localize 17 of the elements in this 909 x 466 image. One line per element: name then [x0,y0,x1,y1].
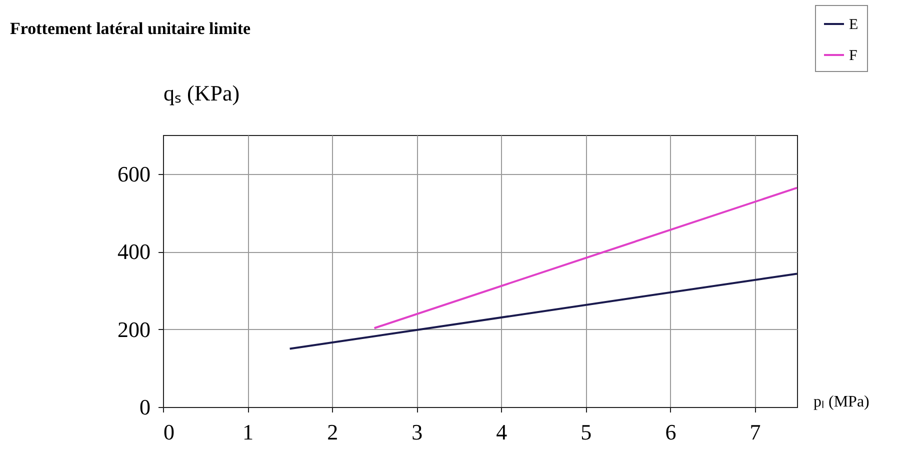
y-axis-title: qₛ (KPa) [164,80,240,106]
x-tick-label: 2 [327,420,338,444]
y-tick-label: 200 [118,316,150,342]
x-tick-label: 5 [580,420,592,444]
y-tick-label: 400 [118,239,150,264]
y-tick-label: 600 [118,161,150,186]
x-tick-label: 3 [412,420,423,444]
chart-title: Frottement latéral unitaire limite [10,19,252,38]
x-tick-label: 4 [496,420,508,444]
legend-label: E [849,17,858,33]
x-tick-label: 6 [665,420,676,444]
x-tick-label: 7 [750,420,761,444]
x-axis-title: pₗ (MPa) [814,394,870,410]
legend-label: F [849,48,858,64]
x-tick-label: 1 [242,420,254,444]
y-tick-label: 0 [140,394,150,420]
x-tick-label: 0 [164,420,174,444]
